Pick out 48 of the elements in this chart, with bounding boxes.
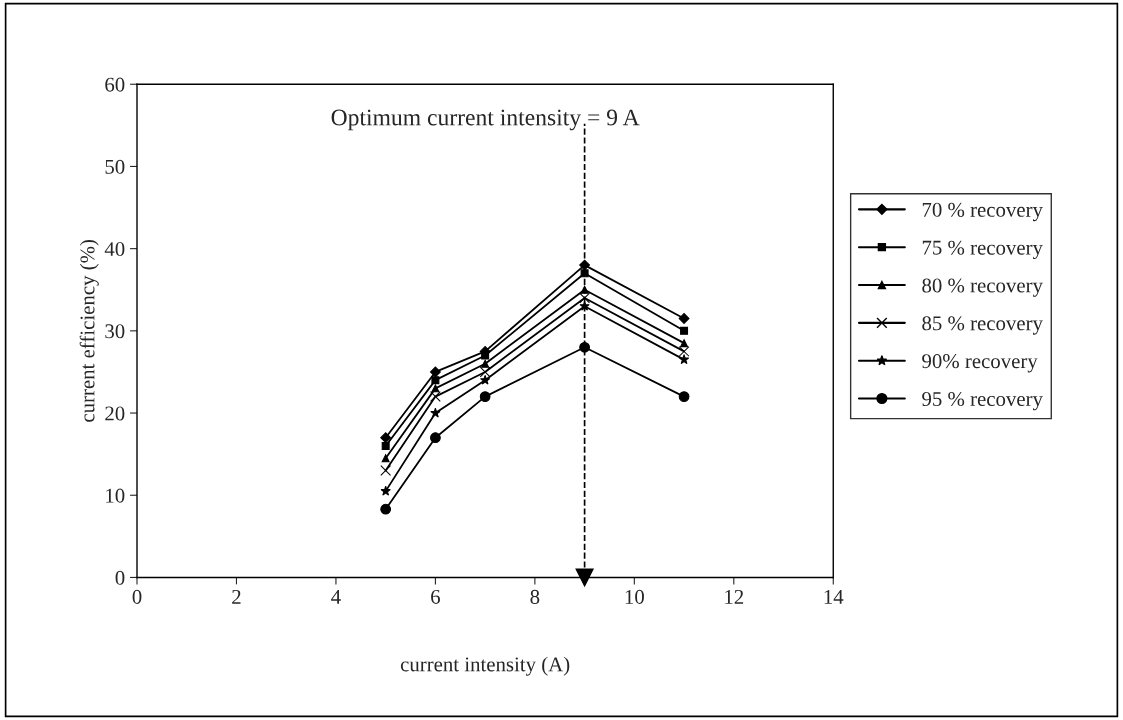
legend-label: 95 % recovery xyxy=(922,391,1043,411)
legend-label: 90% recovery xyxy=(922,354,1038,373)
point xyxy=(579,292,590,304)
point xyxy=(429,366,441,378)
x-tick-label: 14 xyxy=(824,589,844,604)
y-tick-label: 30 xyxy=(105,324,125,339)
legend-label: 75 % recovery xyxy=(922,240,1043,259)
x-tick-label: 2 xyxy=(232,589,241,604)
legend-label: 80 % recovery xyxy=(922,278,1043,297)
y-tick-label: 0 xyxy=(115,570,125,585)
y-tick-label: 50 xyxy=(105,159,125,174)
point xyxy=(680,339,689,348)
x-tick-label: 8 xyxy=(530,589,540,604)
point xyxy=(580,269,589,278)
point xyxy=(479,366,491,378)
y-tick-label: 40 xyxy=(104,242,125,257)
point xyxy=(430,432,441,444)
x-tick-label: 12 xyxy=(725,589,744,604)
point xyxy=(380,465,392,476)
point xyxy=(579,341,590,353)
x-tick-label: 0 xyxy=(132,589,142,604)
x-tick-label: 6 xyxy=(431,589,440,604)
x-tick-label: 10 xyxy=(625,589,644,604)
x-tick-label: 4 xyxy=(331,589,341,604)
point xyxy=(380,485,391,496)
point xyxy=(680,326,689,335)
ref-line-label: Optimum current intensity = 9 A xyxy=(331,109,640,131)
point xyxy=(678,346,690,357)
x-axis-title: current intensity (A) xyxy=(400,656,570,676)
point xyxy=(678,391,690,402)
legend-label: 70 % recovery xyxy=(922,202,1043,222)
point xyxy=(430,407,441,418)
point xyxy=(481,359,490,368)
y-axis-title: current efficiency (%) xyxy=(79,239,99,422)
point xyxy=(430,391,441,402)
point xyxy=(381,441,390,450)
point xyxy=(381,454,390,463)
y-tick-label: 60 xyxy=(105,77,125,92)
point xyxy=(678,313,690,324)
point xyxy=(678,354,690,365)
point xyxy=(479,391,491,402)
point xyxy=(479,374,491,385)
point xyxy=(380,503,392,515)
legend-label: 85 % recovery xyxy=(922,316,1043,335)
y-tick-label: 10 xyxy=(106,488,125,503)
point xyxy=(431,376,440,385)
y-tick-label: 20 xyxy=(105,406,125,421)
point xyxy=(580,285,589,294)
